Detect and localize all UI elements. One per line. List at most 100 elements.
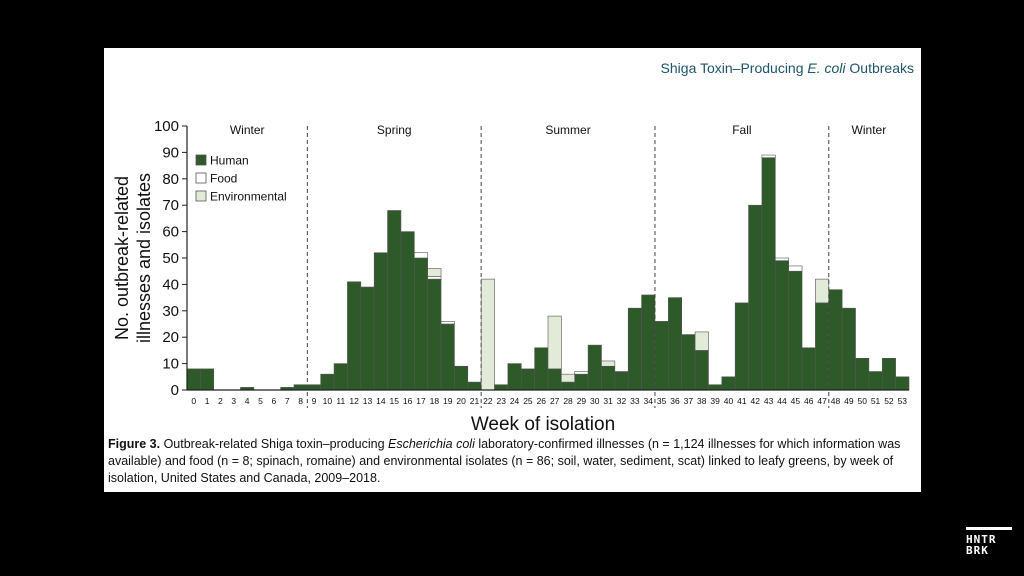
x-tick-label-15: 15 [390, 396, 400, 406]
caption-text-1: Outbreak-related Shiga toxin–producing [160, 437, 389, 451]
x-tick-label-53: 53 [898, 396, 908, 406]
x-tick-label-8: 8 [298, 396, 303, 406]
bar-food-week-45 [788, 265, 803, 272]
bar-human-week-52 [881, 358, 896, 391]
x-tick-label-50: 50 [857, 396, 867, 406]
bar-human-week-38 [694, 350, 709, 391]
x-tick-label-27: 27 [550, 396, 560, 406]
bar-human-week-21 [467, 381, 482, 391]
bar-human-week-31 [601, 365, 616, 391]
x-tick-label-37: 37 [684, 396, 694, 406]
x-tick-label-0: 0 [191, 396, 196, 406]
bar-human-week-36 [668, 297, 683, 391]
bar-human-week-0 [186, 368, 201, 391]
bar-human-week-14 [373, 252, 388, 391]
y-tick-label-20: 20 [162, 329, 179, 346]
x-tick-label-48: 48 [831, 396, 841, 406]
bar-human-week-16 [400, 231, 415, 391]
header-title-italic: E. coli [807, 60, 846, 76]
season-label-4: Winter [852, 123, 887, 137]
x-tick-label-7: 7 [285, 396, 290, 406]
bar-food-week-17 [413, 252, 428, 259]
x-tick-label-13: 13 [363, 396, 373, 406]
bar-human-week-44 [774, 260, 789, 391]
x-tick-label-11: 11 [336, 396, 345, 406]
x-tick-label-34: 34 [644, 396, 654, 406]
y-tick-label-30: 30 [162, 303, 179, 320]
bar-human-week-47 [815, 302, 830, 391]
bar-human-week-10 [320, 373, 335, 391]
bar-environmental-week-38 [694, 331, 709, 351]
bar-food-week-44 [774, 257, 789, 261]
bar-human-week-42 [748, 204, 763, 391]
x-tick-label-44: 44 [777, 396, 787, 406]
y-axis-title-line1: No. outbreak-related [112, 176, 132, 340]
bar-human-week-39 [708, 384, 723, 391]
y-tick-label-0: 0 [171, 382, 179, 399]
bar-human-week-40 [721, 376, 736, 391]
x-tick-label-2: 2 [218, 396, 223, 406]
legend-label-food: Food [210, 172, 237, 186]
y-tick-label-40: 40 [162, 276, 179, 293]
bar-food-week-29 [574, 371, 589, 375]
bar-environmental-week-47 [815, 278, 830, 304]
y-tick-label-100: 100 [154, 118, 179, 135]
bar-environmental-week-27 [547, 315, 562, 370]
bar-human-week-51 [868, 371, 883, 391]
bar-environmental-week-18 [427, 268, 442, 277]
bar-human-week-19 [440, 323, 455, 391]
x-tick-label-52: 52 [884, 396, 894, 406]
x-tick-label-19: 19 [443, 396, 453, 406]
x-tick-label-31: 31 [603, 396, 613, 406]
x-tick-label-41: 41 [737, 396, 747, 406]
x-tick-label-21: 21 [470, 396, 480, 406]
bar-environmental-week-28 [561, 373, 576, 383]
x-tick-label-45: 45 [791, 396, 801, 406]
header-title-suffix: Outbreaks [845, 60, 914, 76]
x-tick-label-38: 38 [697, 396, 707, 406]
x-tick-label-10: 10 [323, 396, 333, 406]
x-tick-label-17: 17 [416, 396, 426, 406]
bar-human-week-50 [855, 358, 870, 391]
x-tick-label-43: 43 [764, 396, 774, 406]
y-tick-label-80: 80 [162, 171, 179, 188]
x-tick-label-24: 24 [510, 396, 520, 406]
bar-human-week-15 [387, 210, 402, 391]
caption-italic: Escherichia coli [388, 437, 475, 451]
bar-environmental-week-31 [601, 360, 616, 367]
x-tick-label-26: 26 [537, 396, 547, 406]
caption-label: Figure 3. [108, 437, 161, 451]
caption-text-2: laboratory-confirmed illnesses (n = 1,12… [108, 437, 901, 485]
bar-food-week-43 [761, 154, 776, 158]
bar-human-week-8 [293, 384, 308, 391]
bar-human-week-25 [520, 368, 535, 391]
bar-human-week-45 [788, 270, 803, 391]
bar-human-week-28 [561, 381, 576, 391]
y-tick-label-60: 60 [162, 224, 179, 241]
bar-human-week-11 [333, 363, 348, 391]
bar-human-week-18 [427, 278, 442, 391]
season-label-3: Fall [732, 123, 751, 137]
legend-label-human: Human [210, 154, 249, 168]
bar-human-week-24 [507, 363, 522, 391]
bar-human-week-49 [841, 307, 856, 391]
x-tick-label-39: 39 [710, 396, 720, 406]
bar-human-week-17 [413, 257, 428, 391]
bar-human-week-43 [761, 157, 776, 391]
x-tick-label-33: 33 [630, 396, 640, 406]
bar-human-week-33 [627, 307, 642, 391]
y-tick-label-50: 50 [162, 250, 179, 267]
x-tick-label-42: 42 [751, 396, 761, 406]
bar-environmental-week-22 [480, 278, 495, 391]
x-tick-label-4: 4 [245, 396, 250, 406]
x-tick-label-22: 22 [483, 396, 493, 406]
x-tick-label-18: 18 [430, 396, 440, 406]
bar-human-week-46 [801, 347, 816, 391]
bar-food-week-19 [440, 321, 455, 325]
x-tick-label-16: 16 [403, 396, 413, 406]
bar-human-week-34 [641, 294, 656, 391]
x-tick-label-32: 32 [617, 396, 627, 406]
x-tick-label-12: 12 [349, 396, 359, 406]
x-tick-label-9: 9 [312, 396, 317, 406]
x-tick-label-5: 5 [258, 396, 263, 406]
